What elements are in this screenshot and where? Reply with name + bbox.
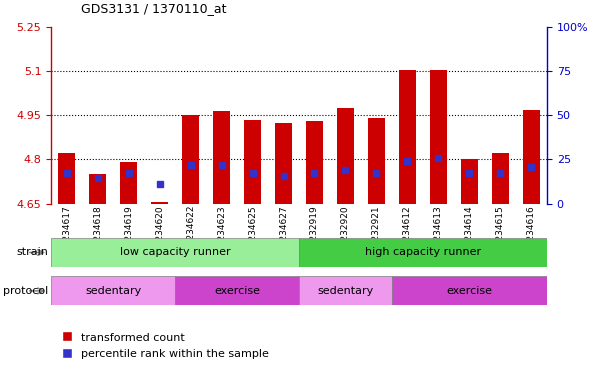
Text: strain: strain bbox=[16, 247, 48, 258]
Bar bbox=[299, 238, 547, 267]
Bar bbox=[51, 276, 175, 305]
Bar bbox=[368, 118, 385, 204]
Bar bbox=[244, 120, 261, 204]
Text: sedentary: sedentary bbox=[317, 286, 374, 296]
Text: exercise: exercise bbox=[447, 286, 492, 296]
Bar bbox=[120, 162, 137, 204]
Text: protocol: protocol bbox=[3, 286, 48, 296]
Bar bbox=[523, 110, 540, 204]
Text: high capacity runner: high capacity runner bbox=[365, 247, 481, 258]
Bar bbox=[399, 70, 416, 204]
Bar bbox=[337, 108, 354, 204]
Bar bbox=[275, 122, 292, 204]
Bar bbox=[461, 159, 478, 204]
Legend: transformed count, percentile rank within the sample: transformed count, percentile rank withi… bbox=[56, 328, 273, 364]
Bar bbox=[89, 174, 106, 204]
Text: sedentary: sedentary bbox=[85, 286, 141, 296]
Bar bbox=[492, 154, 509, 204]
Bar bbox=[299, 276, 392, 305]
Text: low capacity runner: low capacity runner bbox=[120, 247, 230, 258]
Bar bbox=[392, 276, 547, 305]
Text: exercise: exercise bbox=[214, 286, 260, 296]
Bar bbox=[430, 70, 447, 204]
Bar bbox=[213, 111, 230, 204]
Bar bbox=[306, 121, 323, 204]
Bar bbox=[58, 154, 75, 204]
Bar bbox=[151, 202, 168, 204]
Bar bbox=[175, 276, 299, 305]
Bar bbox=[182, 115, 199, 204]
Text: GDS3131 / 1370110_at: GDS3131 / 1370110_at bbox=[81, 2, 227, 15]
Bar bbox=[51, 238, 299, 267]
